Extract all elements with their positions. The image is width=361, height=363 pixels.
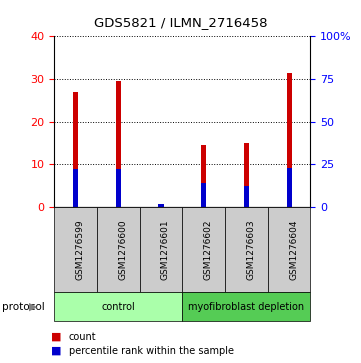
Text: GSM1276603: GSM1276603 bbox=[246, 219, 255, 280]
Bar bbox=[287, 73, 292, 207]
Bar bbox=[244, 143, 249, 207]
Bar bbox=[244, 187, 249, 207]
Bar bbox=[158, 204, 164, 207]
Text: GSM1276600: GSM1276600 bbox=[118, 219, 127, 280]
Text: GSM1276602: GSM1276602 bbox=[204, 219, 213, 280]
Text: GDS5821 / ILMN_2716458: GDS5821 / ILMN_2716458 bbox=[94, 16, 267, 29]
Text: count: count bbox=[69, 332, 96, 342]
Text: myofibroblast depletion: myofibroblast depletion bbox=[188, 302, 304, 312]
Bar bbox=[116, 168, 121, 207]
Bar bbox=[116, 81, 121, 207]
Text: GSM1276601: GSM1276601 bbox=[161, 219, 170, 280]
Text: ▶: ▶ bbox=[29, 302, 38, 312]
Bar bbox=[73, 168, 78, 207]
Bar bbox=[287, 168, 292, 207]
Bar bbox=[201, 183, 206, 207]
Text: protocol: protocol bbox=[2, 302, 44, 312]
Text: percentile rank within the sample: percentile rank within the sample bbox=[69, 346, 234, 356]
Text: ■: ■ bbox=[51, 346, 61, 356]
Text: GSM1276604: GSM1276604 bbox=[289, 219, 298, 280]
Bar bbox=[201, 145, 206, 207]
Text: control: control bbox=[101, 302, 135, 312]
Text: GSM1276599: GSM1276599 bbox=[75, 219, 84, 280]
Text: ■: ■ bbox=[51, 332, 61, 342]
Bar bbox=[73, 92, 78, 207]
